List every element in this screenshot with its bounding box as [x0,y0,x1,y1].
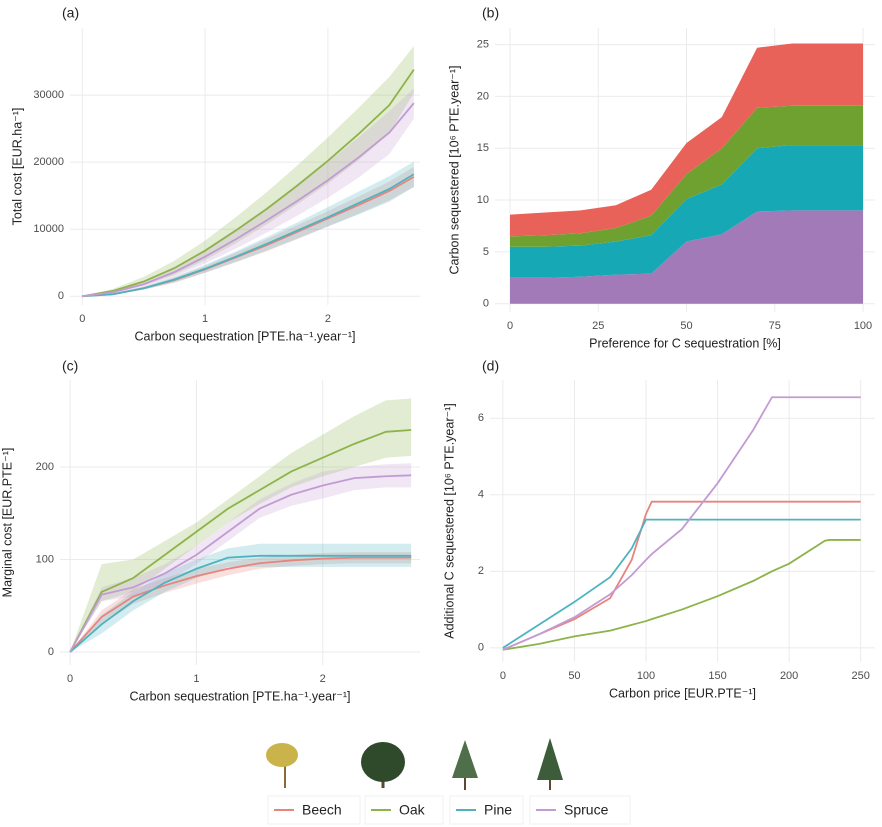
x-tick-label: 0 [507,320,513,332]
x-tick-label: 150 [708,670,726,682]
line [69,554,412,653]
legend-label: Beech [302,802,342,818]
x-tick-label: 0 [500,670,506,682]
line [69,556,412,653]
legend: Beech Oak Pine Spruce [267,795,631,825]
x-tick-label: 0 [79,313,85,325]
y-tick-label: 0 [48,646,54,658]
line [502,500,861,651]
line [502,396,861,651]
line [82,102,415,298]
tree-icons [266,738,563,790]
panel-label: (b) [482,5,499,21]
y-tick-label: 5 [483,246,489,258]
y-tick-label: 10 [477,194,489,206]
y-tick-label: 25 [477,38,489,50]
x-axis-title: Carbon sequestration [PTE.ha⁻¹.year⁻¹] [130,689,351,703]
line [69,474,412,653]
x-tick-label: 200 [780,670,798,682]
legend-label: Pine [484,802,512,818]
x-tick-label: 100 [854,320,872,332]
y-axis-title: Marginal cost [EUR.PTE⁻¹] [0,448,14,598]
y-axis-title: Total cost [EUR.ha⁻¹] [10,108,24,226]
panel: (d) 0 2 4 6 0 50 100 150 200 250 Carbon price [EUR.… [442,358,875,700]
line [502,539,861,651]
y-tick-label: 15 [477,142,489,154]
x-tick-label: 100 [637,670,655,682]
y-axis-title: Additional C sequestered [10⁶ PTE.year⁻¹… [442,403,456,638]
x-tick-label: 1 [202,313,208,325]
line [69,429,412,653]
panel: (b) 0 5 10 15 20 25 0 25 50 75 100 Preference for C … [447,5,875,350]
y-tick-label: 10000 [33,223,64,235]
y-tick-label: 20000 [33,156,64,168]
y-axis-title: Carbon sequestered [10⁶ PTE.year⁻¹] [447,65,461,274]
x-tick-label: 0 [67,673,73,685]
x-tick-label: 50 [680,320,692,332]
panel-label: (d) [482,358,499,374]
y-tick-label: 200 [36,461,54,473]
panel: (a) 0 10000 20000 30000 0 1 2 Carbon sequestrati… [10,5,420,343]
x-tick-label: 250 [852,670,870,682]
x-tick-label: 25 [592,320,604,332]
y-tick-label: 20 [477,90,489,102]
confidence-band [70,552,412,653]
x-axis-title: Carbon sequestration [PTE.ha⁻¹.year⁻¹] [135,329,356,343]
x-tick-label: 75 [769,320,781,332]
area [510,43,863,237]
line [82,69,415,298]
x-tick-label: 2 [325,313,331,325]
area [510,145,863,278]
y-tick-label: 6 [478,412,484,424]
confidence-band [70,463,412,653]
x-tick-label: 2 [320,673,326,685]
y-tick-label: 100 [36,553,54,565]
area [510,210,863,304]
confidence-band [70,398,412,653]
legend-label: Oak [399,802,426,818]
y-tick-label: 30000 [33,89,64,101]
panel: (c) 0 100 200 0 1 2 Carbon sequestration [PTE.h… [0,358,420,703]
x-tick-label: 1 [193,673,199,685]
legend-label: Spruce [564,802,609,818]
line [82,173,415,298]
y-tick-label: 0 [478,642,484,654]
x-axis-title: Preference for C sequestration [%] [589,336,781,350]
panel-label: (a) [62,5,79,21]
y-tick-label: 0 [58,290,64,302]
line [502,518,861,649]
y-tick-label: 0 [483,298,489,310]
x-axis-title: Carbon price [EUR.PTE⁻¹] [609,686,756,700]
x-tick-label: 50 [568,670,580,682]
area [510,105,863,247]
y-tick-label: 2 [478,565,484,577]
y-tick-label: 4 [478,489,484,501]
panel-label: (c) [62,358,78,374]
